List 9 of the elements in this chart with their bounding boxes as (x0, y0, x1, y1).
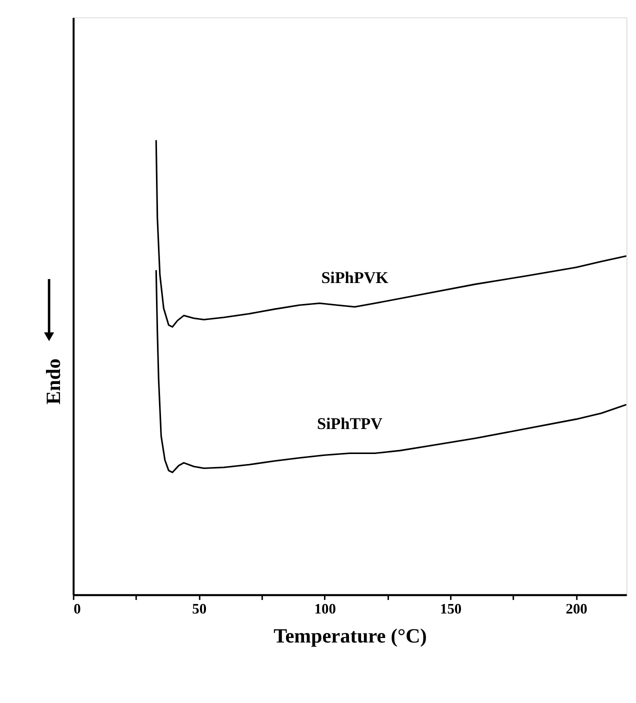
series-label: SiPhPVK (321, 268, 389, 287)
x-axis-title: Temperature (°C) (274, 625, 427, 648)
x-tick-label: 50 (192, 601, 207, 618)
x-tick-label: 100 (314, 601, 336, 618)
x-tick-label: 150 (440, 601, 462, 618)
x-tick-label: 0 (74, 601, 81, 618)
y-axis-title: Endo (43, 358, 66, 405)
series-label: SiPhTPV (317, 414, 383, 434)
x-tick-label: 200 (566, 601, 588, 618)
